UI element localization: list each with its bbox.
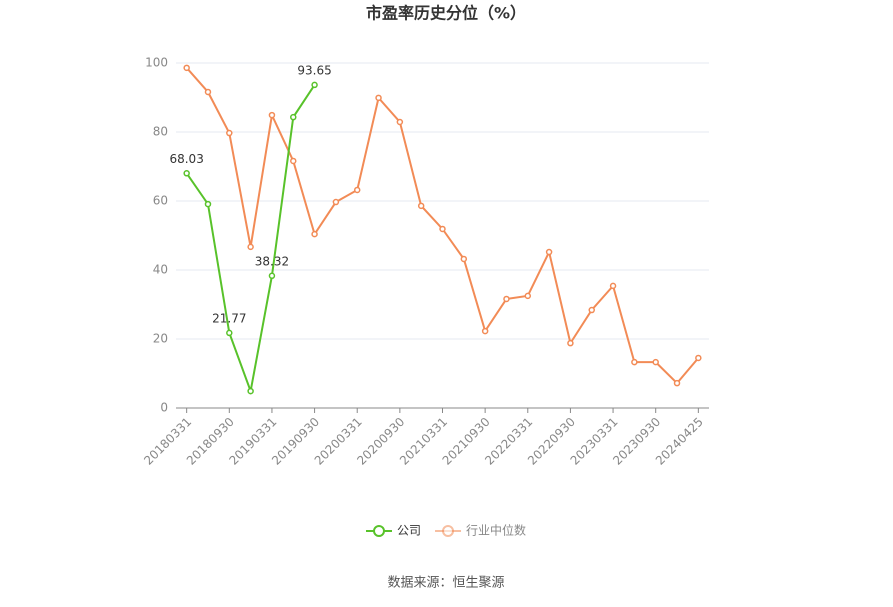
series-line [185,84,316,395]
data-point [332,198,340,206]
data-point [545,248,553,256]
data-point [631,358,638,366]
data-point [567,339,574,347]
legend-marker [373,525,385,537]
data-label: 68.03 [169,152,203,166]
legend-marker [442,525,455,537]
y-tick-label: 0 [160,401,168,415]
data-point [652,358,659,366]
data-point [290,157,297,165]
data-point [375,94,382,102]
data-point [268,111,276,119]
data-point [439,225,446,233]
legend-item[interactable]: 公司 [366,524,421,538]
y-tick-label: 100 [145,56,168,70]
data-label: 21.77 [212,311,246,325]
series-line [185,67,700,385]
data-point [524,292,532,300]
data-point [673,379,681,387]
data-point [311,230,318,238]
y-tick-label: 40 [153,263,168,277]
data-point [204,88,212,96]
data-point [311,81,318,89]
y-tick-label: 20 [153,332,168,346]
data-point [183,170,190,177]
y-tick-label: 60 [153,194,168,208]
data-point [268,272,276,280]
legend-item[interactable]: 行业中位数 [435,523,526,538]
data-point [588,306,595,314]
data-point [247,243,254,251]
data-point [695,354,702,362]
data-point [226,129,233,137]
data-label: 38.32 [255,254,289,268]
data-point [183,64,190,72]
legend-label: 行业中位数 [466,523,526,538]
source-note: 数据来源：恒生聚源 [387,576,504,591]
y-tick-label: 80 [153,125,168,139]
data-point [247,387,254,395]
data-label: 93.65 [297,63,331,77]
data-point [503,295,510,303]
chart-title: 市盈率历史分位（%） [366,4,526,23]
data-point [204,200,212,208]
data-point [481,327,489,335]
data-point [417,202,425,210]
data-point [460,255,468,263]
data-point [609,282,617,290]
data-point [396,118,404,126]
data-point [290,113,297,121]
data-point [353,186,361,194]
data-point [226,329,233,337]
legend-label: 公司 [397,524,421,538]
